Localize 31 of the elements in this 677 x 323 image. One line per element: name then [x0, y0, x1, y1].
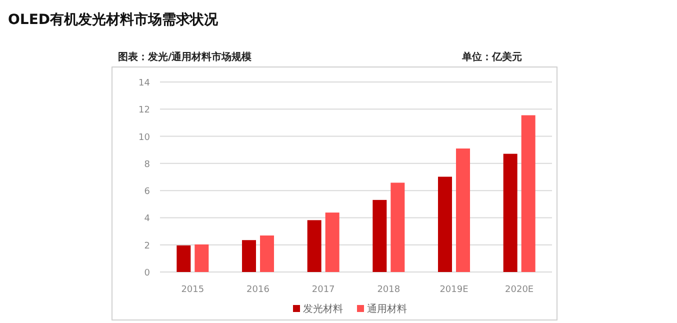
y-tick-label: 0: [144, 268, 150, 278]
y-tick-label: 8: [144, 160, 150, 170]
bar: [176, 245, 191, 272]
x-tick-label: 2019E: [440, 285, 469, 295]
bar: [521, 115, 536, 272]
text: 图表：发光/通用材料市场规模: [118, 51, 253, 63]
chart-title: OLED有机发光材料市场需求状况: [8, 11, 220, 28]
y-tick-label: 12: [138, 106, 150, 116]
x-tick-label: 2017: [312, 285, 335, 295]
x-tick-label: 2018: [377, 285, 400, 295]
bar: [438, 176, 452, 272]
x-tick-label: 2016: [246, 285, 270, 295]
text: 单位：亿美元: [461, 51, 522, 63]
y-tick-label: 10: [138, 132, 150, 143]
bar: [325, 212, 340, 272]
bar: [456, 148, 470, 272]
y-tick-label: 2: [144, 241, 150, 252]
y-tick-label: 6: [144, 187, 150, 198]
legend-label: 发光材料: [303, 303, 343, 315]
x-tick-label: 2015: [181, 285, 204, 295]
bar: [307, 220, 322, 272]
y-tick-label: 14: [138, 78, 150, 88]
bar: [390, 182, 405, 272]
bar: [242, 240, 256, 272]
bar: [503, 154, 518, 272]
bar: [194, 244, 209, 272]
x-tick-label: 2020E: [505, 285, 534, 295]
bar: [260, 235, 274, 272]
legend-label: 通用材料: [367, 303, 407, 315]
y-tick-label: 4: [144, 214, 150, 224]
bar: [372, 200, 387, 272]
